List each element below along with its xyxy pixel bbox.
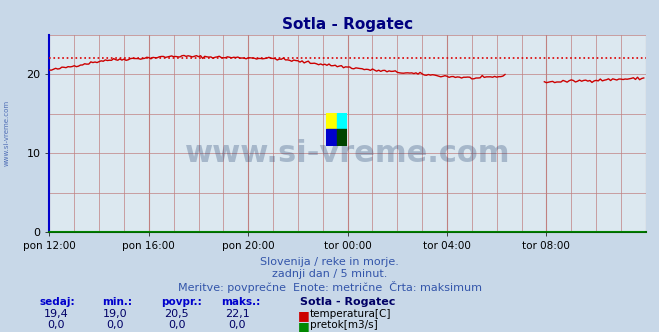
Text: sedaj:: sedaj: <box>40 297 75 307</box>
Text: 19,0: 19,0 <box>103 309 128 319</box>
Text: zadnji dan / 5 minut.: zadnji dan / 5 minut. <box>272 269 387 279</box>
Text: ■: ■ <box>298 320 310 332</box>
Text: 20,5: 20,5 <box>164 309 189 319</box>
Text: 22,1: 22,1 <box>225 309 250 319</box>
Bar <box>337 129 347 146</box>
Title: Sotla - Rogatec: Sotla - Rogatec <box>282 17 413 32</box>
Text: povpr.:: povpr.: <box>161 297 202 307</box>
Bar <box>326 129 337 146</box>
Text: Sotla - Rogatec: Sotla - Rogatec <box>300 297 395 307</box>
Text: pretok[m3/s]: pretok[m3/s] <box>310 320 378 330</box>
Text: 0,0: 0,0 <box>229 320 246 330</box>
Text: www.si-vreme.com: www.si-vreme.com <box>185 139 510 168</box>
Text: 0,0: 0,0 <box>168 320 185 330</box>
Text: www.si-vreme.com: www.si-vreme.com <box>3 100 10 166</box>
Text: 19,4: 19,4 <box>43 309 69 319</box>
Bar <box>326 113 337 129</box>
Text: maks.:: maks.: <box>221 297 260 307</box>
Text: Meritve: povprečne  Enote: metrične  Črta: maksimum: Meritve: povprečne Enote: metrične Črta:… <box>177 281 482 292</box>
Bar <box>337 113 347 129</box>
Text: temperatura[C]: temperatura[C] <box>310 309 391 319</box>
Text: min.:: min.: <box>102 297 132 307</box>
Text: ■: ■ <box>298 309 310 322</box>
Text: Slovenija / reke in morje.: Slovenija / reke in morje. <box>260 257 399 267</box>
Text: 0,0: 0,0 <box>47 320 65 330</box>
Text: 0,0: 0,0 <box>107 320 124 330</box>
